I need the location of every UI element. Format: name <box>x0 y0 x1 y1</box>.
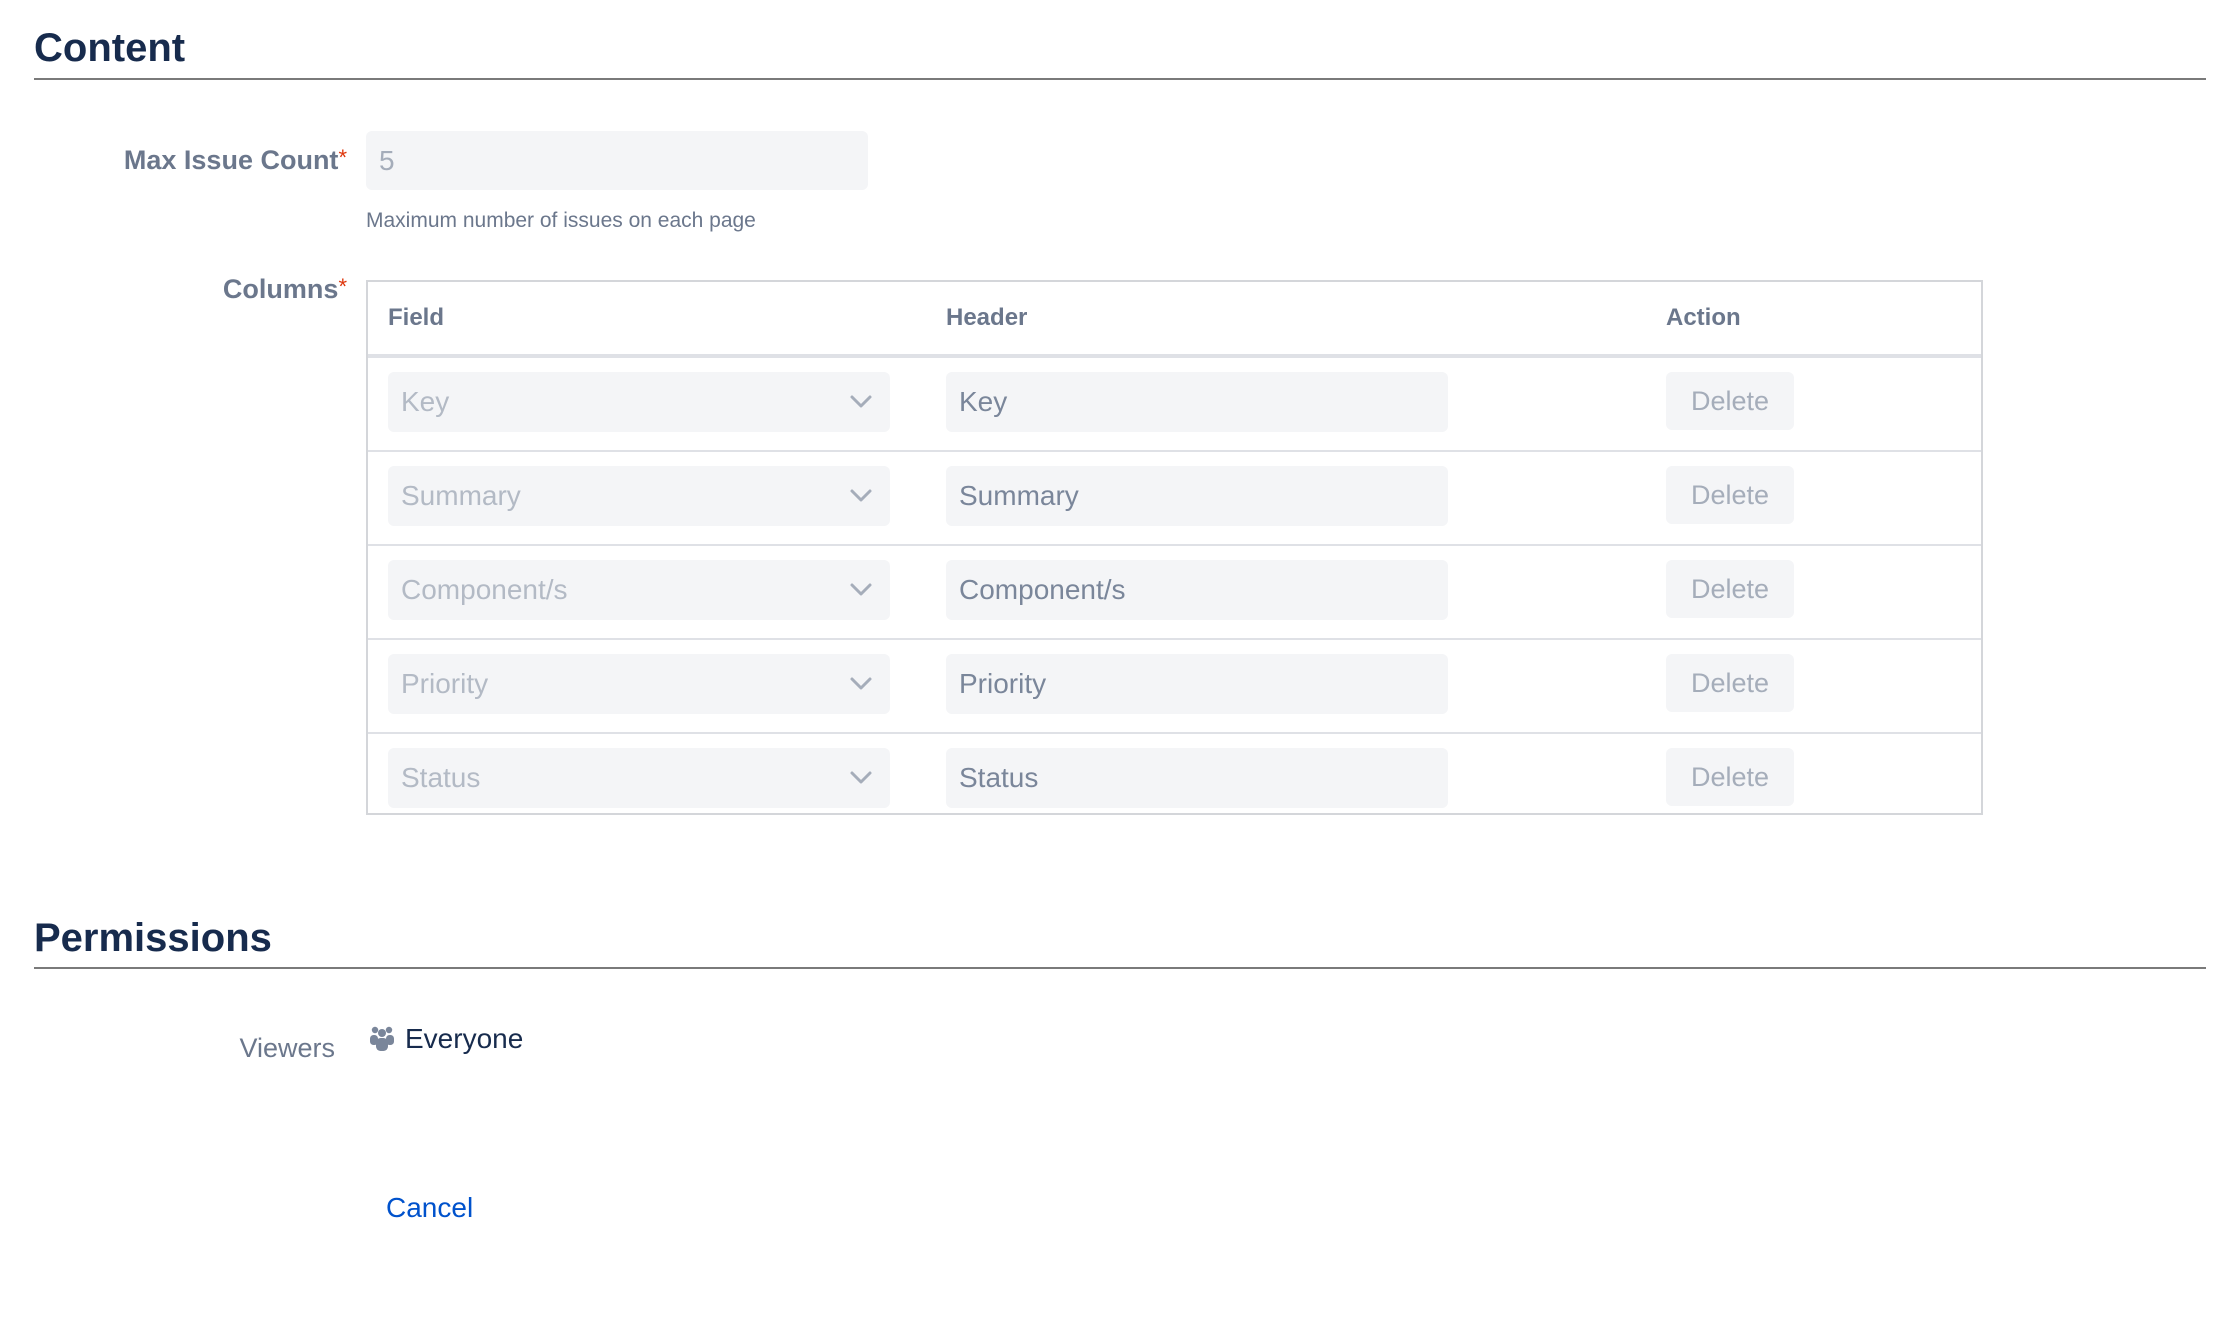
required-mark: * <box>338 274 347 299</box>
th-action: Action <box>1666 304 1741 331</box>
delete-button[interactable]: Delete <box>1666 560 1794 618</box>
delete-button[interactable]: Delete <box>1666 748 1794 806</box>
table-row: Status Status Delete <box>368 734 1981 826</box>
chevron-down-icon <box>850 489 872 502</box>
th-field: Field <box>388 304 445 331</box>
columns-label: Columns* <box>17 274 347 305</box>
field-select[interactable]: Key <box>388 372 890 432</box>
max-issue-count-label-text: Max Issue Count <box>123 145 339 175</box>
delete-button[interactable]: Delete <box>1666 372 1794 430</box>
viewers-label: Viewers <box>239 1033 335 1063</box>
table-row: Summary Summary Delete <box>368 452 1981 546</box>
header-input-value: Key <box>959 386 1008 417</box>
columns-table-header: Field Header Action <box>368 282 1981 358</box>
field-select[interactable]: Priority <box>388 654 890 714</box>
content-heading: Content <box>34 26 186 70</box>
permissions-divider <box>34 967 2206 969</box>
permissions-heading: Permissions <box>34 916 272 960</box>
field-select-value: Key <box>401 386 450 417</box>
columns-table: Field Header Action Key Key Delete Summa… <box>366 280 1983 815</box>
columns-label-text: Columns <box>222 274 339 304</box>
header-input-value: Priority <box>959 668 1047 699</box>
field-select-value: Component/s <box>401 574 568 605</box>
chevron-down-icon <box>850 771 872 784</box>
max-issue-count-value: 5 <box>379 144 395 176</box>
field-select[interactable]: Status <box>388 748 890 808</box>
table-row: Key Key Delete <box>368 358 1981 452</box>
header-input[interactable]: Key <box>946 372 1448 432</box>
header-input[interactable]: Status <box>946 748 1448 808</box>
chevron-down-icon <box>850 677 872 690</box>
field-select-value: Summary <box>401 480 521 511</box>
group-icon <box>368 1024 396 1052</box>
header-input-value: Component/s <box>959 574 1126 605</box>
max-issue-count-label: Max Issue Count* <box>17 145 347 176</box>
max-issue-count-input[interactable]: 5 <box>366 131 868 190</box>
header-input[interactable]: Summary <box>946 466 1448 526</box>
table-row: Priority Priority Delete <box>368 640 1981 734</box>
delete-button[interactable]: Delete <box>1666 466 1794 524</box>
header-input[interactable]: Priority <box>946 654 1448 714</box>
th-header: Header <box>946 304 1028 331</box>
field-select-value: Priority <box>401 668 489 699</box>
content-divider <box>34 78 2206 80</box>
field-select[interactable]: Summary <box>388 466 890 526</box>
field-select[interactable]: Component/s <box>388 560 890 620</box>
delete-button[interactable]: Delete <box>1666 654 1794 712</box>
field-select-value: Status <box>401 762 481 793</box>
header-input[interactable]: Component/s <box>946 560 1448 620</box>
table-row: Component/s Component/s Delete <box>368 546 1981 640</box>
viewers-value: Everyone <box>405 1023 524 1054</box>
chevron-down-icon <box>850 583 872 596</box>
cancel-link[interactable]: Cancel <box>386 1192 474 1223</box>
header-input-value: Summary <box>959 480 1079 511</box>
max-issue-count-help: Maximum number of issues on each page <box>366 209 756 232</box>
required-mark: * <box>338 145 347 170</box>
header-input-value: Status <box>959 762 1039 793</box>
chevron-down-icon <box>850 395 872 408</box>
